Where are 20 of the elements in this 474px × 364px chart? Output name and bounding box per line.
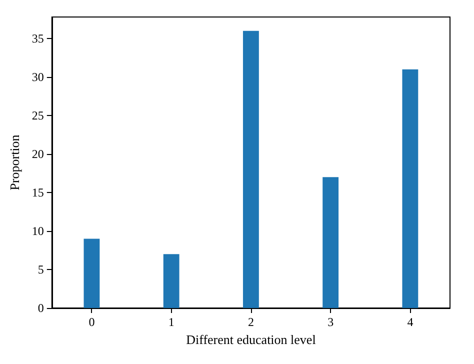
- y-tick-label: 35: [32, 32, 44, 46]
- x-tick-label: 3: [328, 315, 334, 329]
- y-tick-label: 30: [32, 70, 44, 84]
- bar: [163, 254, 180, 308]
- x-tick-label: 2: [248, 315, 254, 329]
- y-axis-title: Proportion: [7, 134, 22, 190]
- bar: [322, 177, 339, 308]
- x-tick-label: 0: [88, 315, 95, 329]
- y-tick-label: 20: [32, 147, 44, 162]
- bar: [84, 238, 100, 308]
- x-tick-label: 1: [168, 315, 174, 329]
- x-axis-title: Different education level: [186, 332, 316, 347]
- y-tick-label: 25: [32, 108, 44, 123]
- y-tick-label: 0: [38, 301, 44, 315]
- y-tick-label: 5: [38, 262, 44, 277]
- x-tick-label: 4: [407, 315, 414, 329]
- y-tick-label: 10: [32, 224, 44, 238]
- bar: [402, 69, 418, 308]
- y-tick-label: 15: [32, 186, 44, 200]
- bar: [242, 30, 259, 308]
